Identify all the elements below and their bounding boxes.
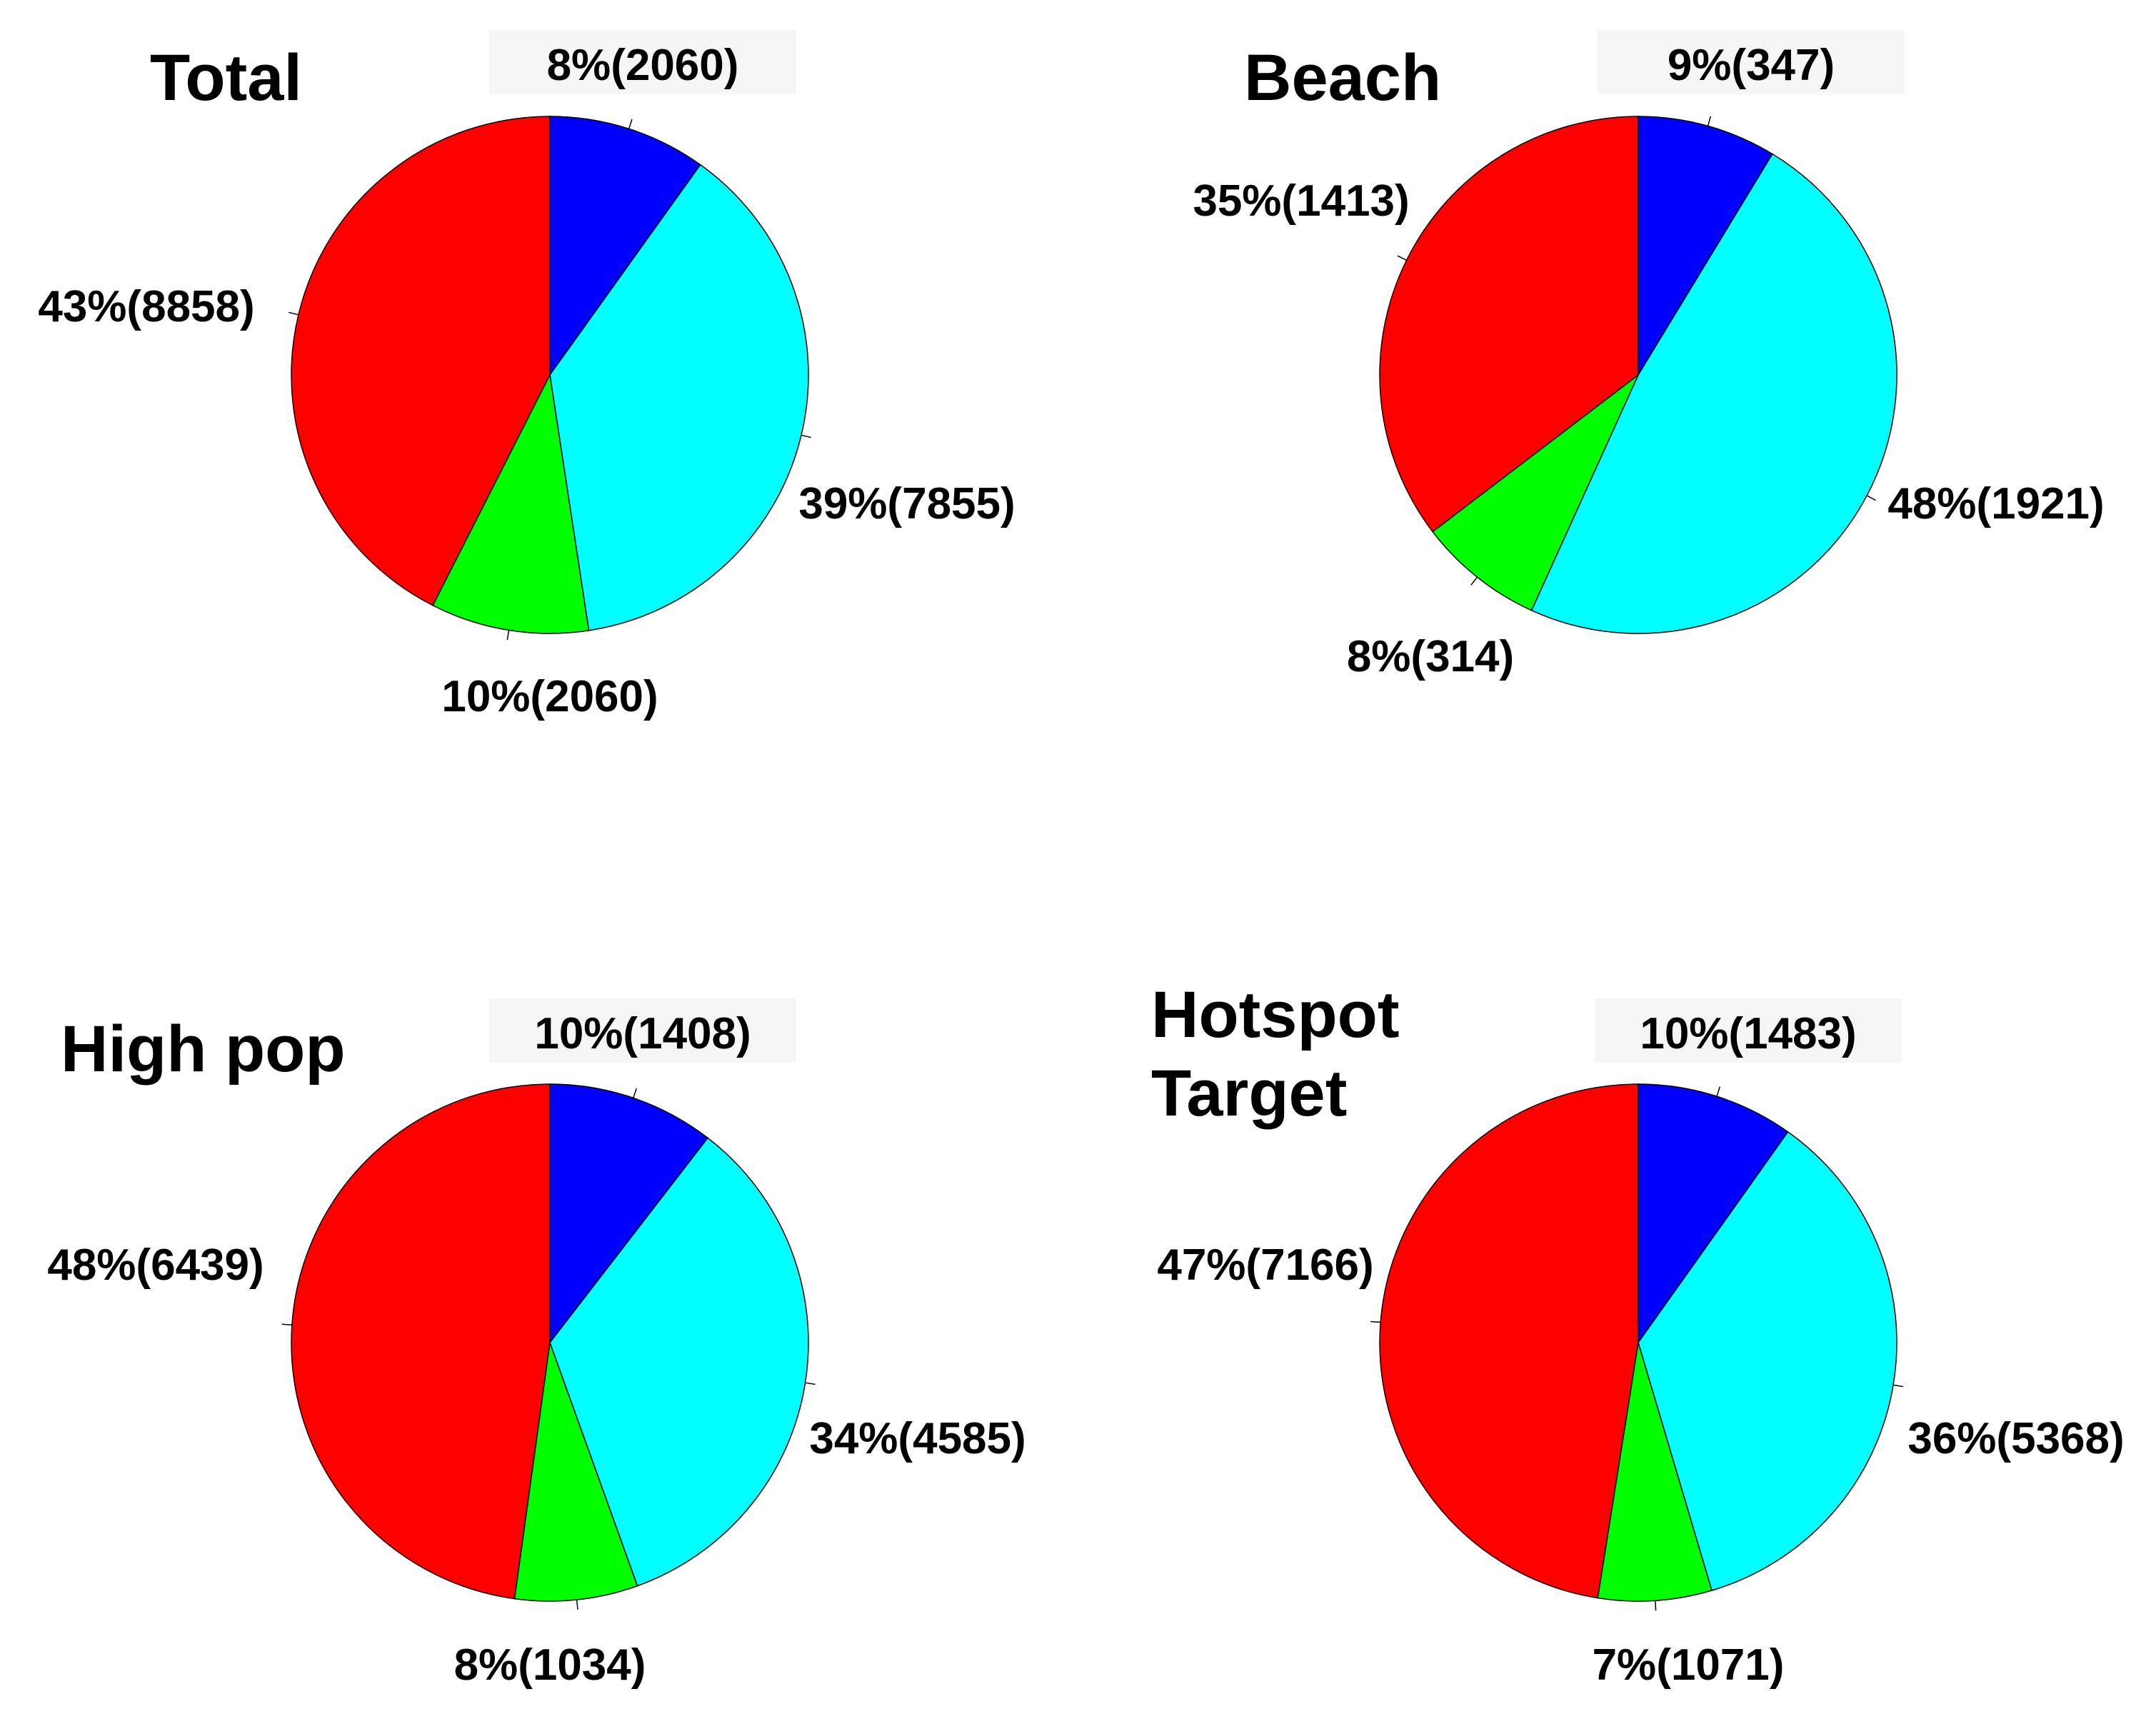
slice-label: 34%(4585) <box>809 1414 1026 1463</box>
slice-label: 10%(1408) <box>534 1009 751 1058</box>
slice-tick <box>289 311 299 316</box>
slice-label: 48%(6439) <box>47 1241 264 1290</box>
pie-slice <box>1597 1342 1713 1602</box>
slice-tick <box>1866 495 1876 501</box>
slice-tick <box>1892 1384 1904 1388</box>
slice-tick <box>506 630 510 641</box>
label-background <box>489 30 796 94</box>
slice-tick <box>1470 576 1478 586</box>
pie-slice <box>1530 153 1897 634</box>
slice-label: 8%(2060) <box>547 41 739 90</box>
pie-slice <box>1379 1083 1639 1599</box>
label-background <box>489 998 796 1063</box>
slice-tick <box>801 434 811 438</box>
slice-label: 10%(1483) <box>1640 1009 1856 1058</box>
pie-slice <box>1638 1083 1789 1345</box>
slice-tick <box>1370 1320 1381 1323</box>
slice-label: 47%(7166) <box>1157 1241 1373 1290</box>
pie-slice <box>1638 116 1773 377</box>
slice-tick <box>576 1599 578 1610</box>
pie-chart-2: Beach 9%(347) 48%(1921) 8%(314) 35%(1413) <box>1193 30 2105 681</box>
chart-title: Target <box>1151 1057 1347 1130</box>
pie-chart-1: Total 8%(2060) 39%(7855) 10%(2060) 43%(8858) <box>38 30 1016 721</box>
slice-tick <box>281 1323 292 1325</box>
chart-title: Hotspot <box>1151 978 1399 1051</box>
slice-label: 36%(5368) <box>1907 1414 2124 1463</box>
slice-label: 9%(347) <box>1668 41 1835 90</box>
slice-label: 43%(8858) <box>38 282 254 331</box>
slice-label: 48%(1921) <box>1887 479 2104 528</box>
chart-title: Total <box>150 41 302 114</box>
pie-slice <box>291 116 551 606</box>
slice-tick <box>1654 1600 1657 1611</box>
pie-chart-3: High pop 10%(1408) 34%(4585) 8%(1034) 48%(64… <box>47 998 1026 1690</box>
chart-title: High pop <box>61 1013 346 1086</box>
slice-label: 8%(314) <box>1347 632 1514 681</box>
pie-slice <box>291 1083 551 1600</box>
slice-label: 8%(1034) <box>454 1640 646 1690</box>
pie-slice <box>549 116 701 377</box>
pie-slice <box>549 1083 709 1345</box>
pie-slice <box>432 373 590 634</box>
pie-slice <box>513 1342 638 1602</box>
slice-label: 7%(1071) <box>1593 1640 1785 1690</box>
pie-slice <box>549 1137 809 1587</box>
label-background <box>1595 998 1902 1063</box>
slice-tick <box>1397 255 1407 261</box>
slice-tick <box>1707 116 1712 126</box>
slice-label: 35%(1413) <box>1193 176 1409 226</box>
chart-title: Beach <box>1244 41 1441 114</box>
slice-label: 39%(7855) <box>798 479 1015 528</box>
pie-slice <box>1379 116 1639 533</box>
label-background <box>1598 30 1905 94</box>
slice-tick <box>1716 1086 1720 1097</box>
pie-slice <box>549 164 809 631</box>
slice-tick <box>805 1382 816 1385</box>
slice-tick <box>628 119 633 129</box>
slice-tick <box>633 1088 638 1098</box>
slice-label: 10%(2060) <box>441 672 658 721</box>
